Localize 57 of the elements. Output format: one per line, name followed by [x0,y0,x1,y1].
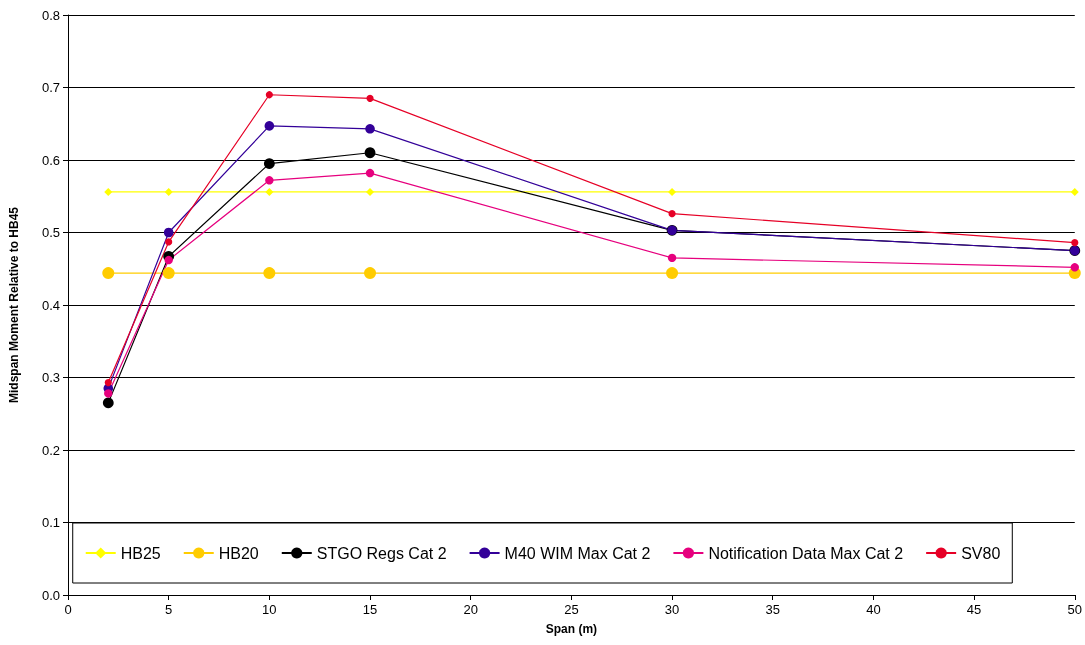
x-axis-title: Span (m) [545,622,598,636]
legend-label: HB25 [120,544,161,562]
legend-label: M40 WIM Max Cat 2 [504,544,651,562]
point [104,389,113,398]
point [668,187,677,196]
point [265,176,274,185]
point [164,255,173,265]
y-tick-label: 0.5 [41,225,60,240]
point [265,91,273,99]
x-tick-label: 40 [866,602,881,617]
point [164,187,173,196]
point [364,147,376,159]
legend-label: STGO Regs Cat 2 [316,544,447,562]
x-tick-label: 15 [362,602,378,617]
y-tick-label: 0.6 [41,152,60,168]
y-tick-label: 0.7 [41,80,60,95]
y-tick-label: 0.4 [41,297,60,313]
point [165,238,173,246]
x-tick-label: 50 [1067,602,1082,617]
y-tick-label: 0.2 [41,442,60,458]
legend-label: SV80 [961,544,1001,562]
x-tick-label: 45 [966,602,982,617]
point [366,94,374,102]
x-tick-label: 0 [64,602,72,617]
x-tick-label: 5 [165,602,173,617]
point [263,267,276,280]
point [263,158,275,170]
point [163,227,174,238]
point [104,378,112,387]
legend-label: Notification Data Max Cat 2 [708,544,904,562]
point [265,187,274,196]
point [667,253,677,263]
x-tick-label: 30 [664,602,680,617]
point [162,267,175,280]
point [1070,263,1079,272]
x-tick-label: 20 [463,602,478,617]
point [365,168,375,178]
y-tick-label: 0.0 [41,587,60,603]
x-tick-label: 10 [262,602,277,617]
point [666,267,679,280]
y-tick-label: 0.8 [41,7,60,23]
y-tick-label: 0.1 [41,515,60,530]
point [104,187,113,196]
point [1070,187,1079,196]
point [1071,239,1079,247]
point [264,121,275,131]
point [365,124,375,134]
point [364,267,377,280]
y-axis-title: Midspan Moment Relative to HB45 [7,206,21,404]
legend-label: HB20 [218,544,259,562]
x-tick-label: 35 [765,602,780,617]
point [366,187,375,196]
y-tick-label: 0.3 [41,370,60,385]
x-tick-label: 25 [564,602,579,617]
point [668,210,676,218]
point [102,267,115,280]
point [102,397,114,409]
